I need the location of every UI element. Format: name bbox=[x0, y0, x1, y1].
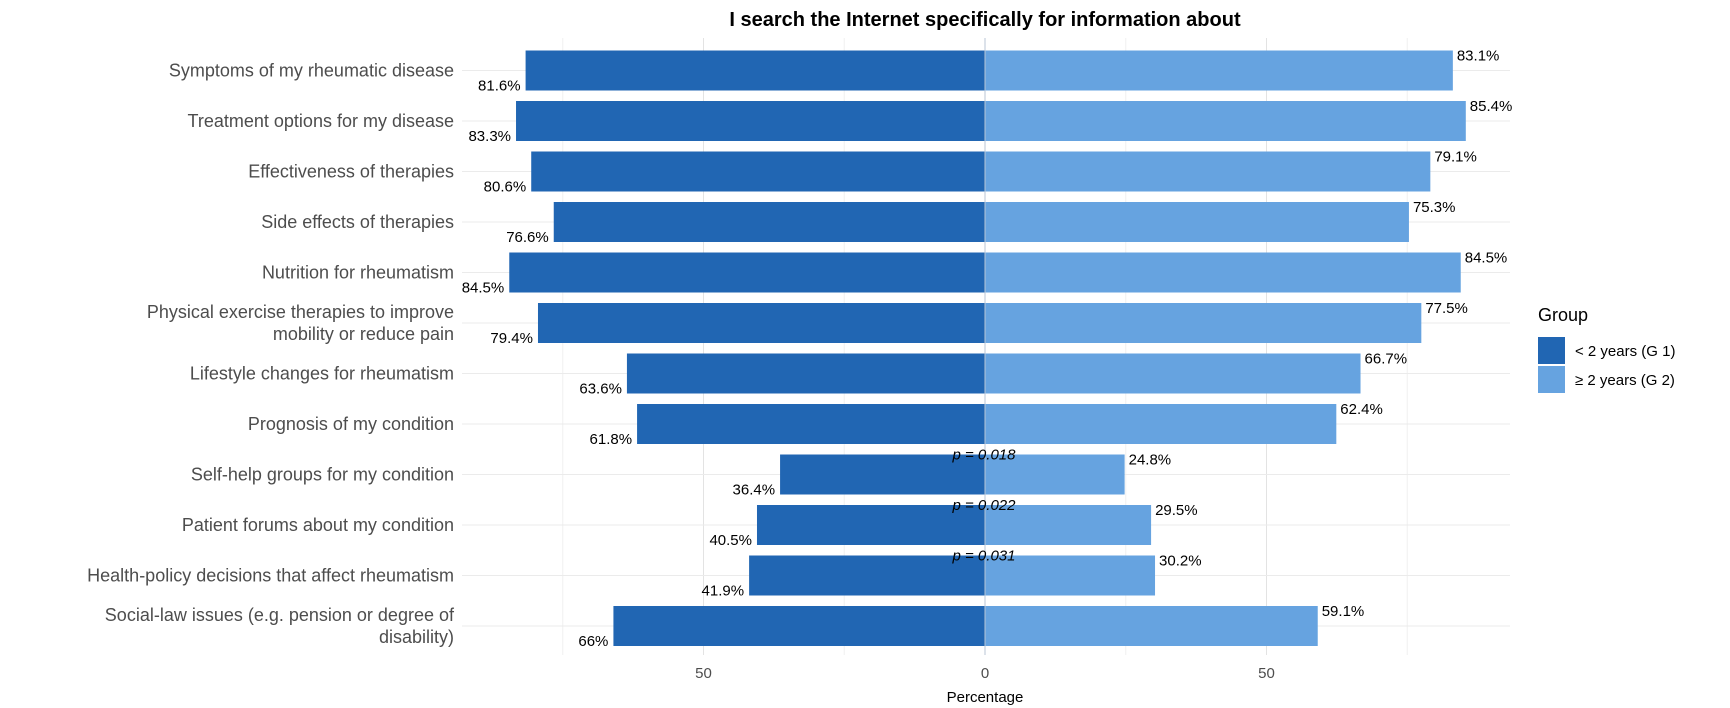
bar-g1 bbox=[537, 303, 985, 343]
value-label-g2: 24.8% bbox=[1129, 452, 1172, 469]
category-label: Symptoms of my rheumatic disease bbox=[169, 61, 454, 81]
bar-g1 bbox=[756, 505, 985, 545]
bar-g1 bbox=[780, 454, 985, 495]
value-label-g1: 81.6% bbox=[478, 78, 521, 95]
bar-g2 bbox=[985, 555, 1156, 596]
bar-g2 bbox=[985, 606, 1318, 646]
category-label: Treatment options for my disease bbox=[188, 111, 454, 131]
value-label-g1: 79.4% bbox=[490, 330, 533, 347]
x-axis-title: Percentage bbox=[947, 689, 1024, 706]
category-label: Prognosis of my condition bbox=[248, 414, 454, 434]
bar-g1 bbox=[637, 404, 985, 444]
value-label-g2: 29.5% bbox=[1155, 502, 1198, 519]
value-label-g1: 76.6% bbox=[506, 229, 549, 246]
bar-g2 bbox=[985, 202, 1409, 242]
bar-g1 bbox=[613, 606, 985, 646]
bar-g1 bbox=[525, 50, 985, 91]
value-label-g1: 84.5% bbox=[462, 280, 505, 297]
category-labels: Symptoms of my rheumatic disease Treatmen… bbox=[87, 61, 455, 648]
bar-g2 bbox=[985, 50, 1453, 91]
bar-g2 bbox=[985, 454, 1125, 495]
bar-g2 bbox=[985, 252, 1461, 293]
bar-g2 bbox=[985, 505, 1152, 545]
value-label-g2: 66.7% bbox=[1365, 351, 1408, 368]
bar-g1 bbox=[531, 151, 985, 192]
value-label-g2: 75.3% bbox=[1413, 199, 1456, 216]
legend: Group < 2 years (G 1) ≥ 2 years (G 2) bbox=[1538, 305, 1675, 393]
bar-g1 bbox=[749, 555, 985, 596]
value-label-g2: 30.2% bbox=[1159, 553, 1202, 570]
category-label: Patient forums about my condition bbox=[182, 515, 454, 535]
value-label-g2: 85.4% bbox=[1470, 98, 1513, 115]
x-tick-label: 0 bbox=[981, 665, 989, 682]
value-label-g1: 41.9% bbox=[702, 583, 745, 600]
value-labels: 81.6% 83.1% 83.3% 85.4% 80.6% 79.1% 76.6% 75.3%… bbox=[462, 48, 1513, 651]
bar-g1 bbox=[626, 353, 985, 394]
p-value-annotation: p = 0.018 bbox=[952, 447, 1017, 464]
p-value-annotation: p = 0.031 bbox=[952, 548, 1016, 565]
bar-g1 bbox=[516, 101, 985, 141]
value-label-g1: 63.6% bbox=[579, 381, 622, 398]
value-label-g2: 77.5% bbox=[1425, 300, 1468, 317]
bar-g2 bbox=[985, 404, 1337, 444]
category-label: Effectiveness of therapies bbox=[248, 162, 454, 182]
legend-swatch bbox=[1538, 366, 1565, 393]
value-label-g2: 84.5% bbox=[1465, 250, 1508, 267]
bar-g1 bbox=[509, 252, 985, 293]
category-label: Social-law issues (e.g. pension or degre… bbox=[105, 605, 455, 625]
category-label: Health-policy decisions that affect rheu… bbox=[87, 566, 454, 586]
bar-g2 bbox=[985, 303, 1422, 343]
category-label: disability) bbox=[379, 627, 454, 647]
legend-label: ≥ 2 years (G 2) bbox=[1575, 372, 1675, 389]
chart-title: I search the Internet specifically for i… bbox=[729, 9, 1241, 31]
bar-g1 bbox=[553, 202, 985, 242]
value-label-g2: 59.1% bbox=[1322, 603, 1365, 620]
value-label-g1: 40.5% bbox=[709, 532, 752, 549]
value-label-g1: 36.4% bbox=[733, 482, 776, 499]
category-label: Physical exercise therapies to improve bbox=[147, 302, 454, 322]
x-tick-label: 50 bbox=[695, 665, 712, 682]
value-label-g1: 80.6% bbox=[484, 179, 527, 196]
legend-label: < 2 years (G 1) bbox=[1575, 343, 1675, 360]
bars bbox=[509, 38, 1466, 655]
value-label-g1: 61.8% bbox=[590, 431, 633, 448]
legend-title: Group bbox=[1538, 305, 1588, 325]
x-axis-ticks: 50 0 50 bbox=[695, 665, 1275, 682]
value-label-g1: 83.3% bbox=[468, 128, 511, 145]
category-label: Lifestyle changes for rheumatism bbox=[190, 364, 454, 384]
bar-g2 bbox=[985, 101, 1466, 141]
value-label-g2: 62.4% bbox=[1340, 401, 1383, 418]
bar-g2 bbox=[985, 353, 1361, 394]
category-label: mobility or reduce pain bbox=[273, 324, 454, 344]
p-value-annotation: p = 0.022 bbox=[952, 497, 1017, 514]
value-label-g2: 83.1% bbox=[1457, 48, 1500, 65]
legend-swatch bbox=[1538, 337, 1565, 364]
category-label: Self-help groups for my condition bbox=[191, 465, 454, 485]
category-label: Nutrition for rheumatism bbox=[262, 263, 454, 283]
x-tick-label: 50 bbox=[1258, 665, 1275, 682]
category-label: Side effects of therapies bbox=[261, 212, 454, 232]
bar-g2 bbox=[985, 151, 1431, 192]
value-label-g2: 79.1% bbox=[1434, 149, 1477, 166]
value-label-g1: 66% bbox=[578, 633, 608, 650]
